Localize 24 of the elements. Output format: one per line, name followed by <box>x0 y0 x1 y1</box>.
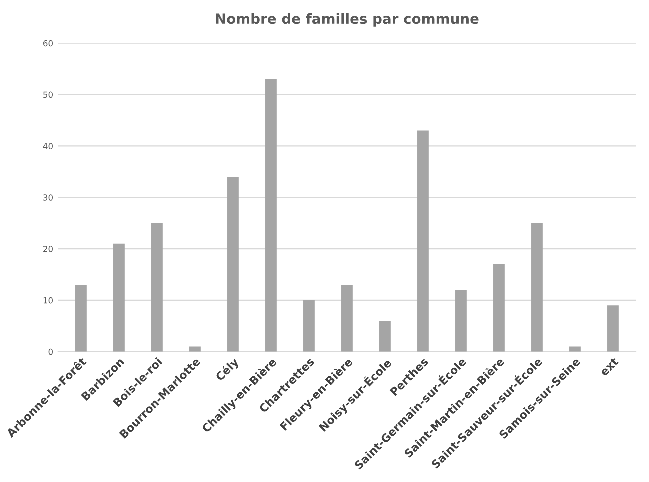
y-tick-label: 30 <box>44 194 53 201</box>
bar <box>152 223 163 352</box>
bar <box>570 346 581 352</box>
y-tick-label: 60 <box>44 40 53 47</box>
bar <box>114 244 125 352</box>
y-tick-label: 20 <box>44 246 53 252</box>
x-tick-label: ext <box>600 357 620 377</box>
bar <box>532 223 543 352</box>
chart-title: Nombre de familles par commune <box>216 13 479 27</box>
bar <box>76 285 87 352</box>
bar <box>342 285 353 352</box>
bar <box>494 264 505 352</box>
y-tick-label: 50 <box>44 92 53 98</box>
bar <box>380 321 391 352</box>
y-tick-label: 40 <box>43 143 53 150</box>
bar <box>190 346 201 352</box>
bar <box>266 79 277 352</box>
y-tick-label: 10 <box>44 297 53 304</box>
bar <box>418 130 429 352</box>
bar <box>456 290 467 352</box>
y-tick-label: 0 <box>48 348 53 356</box>
bar <box>304 300 315 352</box>
bar <box>228 177 239 352</box>
bar <box>608 306 619 352</box>
